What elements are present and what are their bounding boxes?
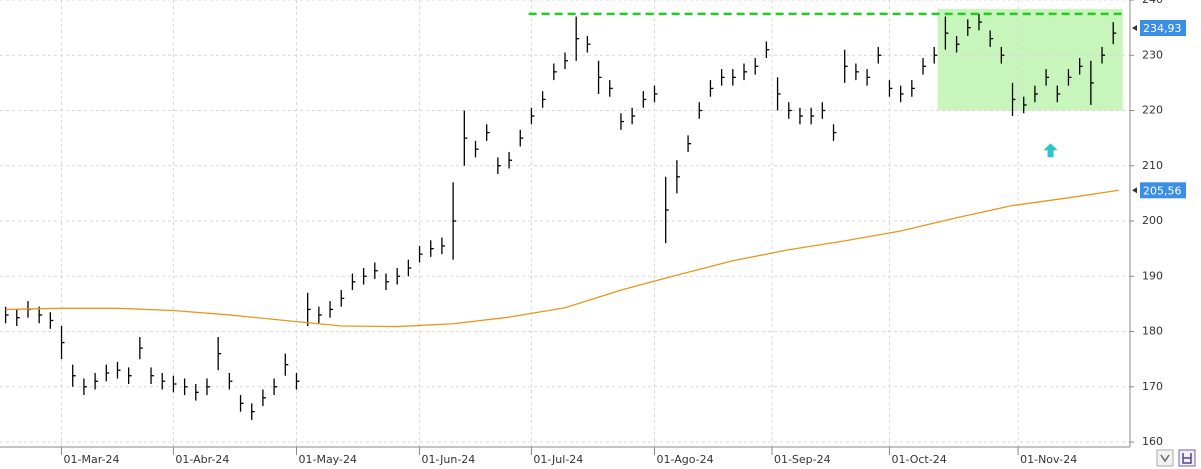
last-price-tag: [1140, 20, 1186, 37]
y-tick-label: 190: [1142, 269, 1163, 282]
ma-price-tag-label: 205,56: [1143, 184, 1182, 197]
x-tick-label: 01-Mar-24: [64, 453, 120, 466]
x-tick-label: 01-Sep-24: [774, 453, 831, 466]
x-tick-label: 01-Oct-24: [891, 453, 946, 466]
zone-layer: [937, 8, 1123, 111]
marks-layer: [4, 12, 1122, 420]
y-tick-label: 210: [1142, 159, 1163, 172]
last-price-tag-pointer: [1132, 25, 1137, 32]
grid-layer: [0, 0, 1130, 447]
toolbar-icons: [1156, 449, 1196, 467]
arrow-marker: [1043, 143, 1058, 158]
x-tick-label: 01-Ago-24: [657, 453, 714, 466]
last-price-tag-label: 234,93: [1143, 22, 1182, 35]
ma-price-tag: [1140, 182, 1186, 199]
x-tick-label: 01-Jun-24: [422, 453, 476, 466]
y-tick-label: 170: [1142, 380, 1163, 393]
zone-box: [937, 8, 1123, 111]
y-tick-label: 220: [1142, 104, 1163, 117]
x-tick-label: 01-Abr-24: [175, 453, 229, 466]
y-tick-label: 230: [1142, 48, 1163, 61]
zoom-icon[interactable]: [1156, 449, 1174, 467]
y-tick-label: 240: [1142, 0, 1163, 6]
y-tick-label: 180: [1142, 325, 1163, 338]
ma-price-tag-pointer: [1132, 187, 1137, 194]
save-glyph: [1182, 453, 1192, 464]
y-tick-label: 200: [1142, 214, 1163, 227]
x-tick-label: 01-Jul-24: [533, 453, 583, 466]
y-tick-label: 160: [1142, 435, 1163, 448]
zoom-glyph: [1160, 454, 1170, 463]
moving-average-line: [5, 189, 1119, 328]
x-tick-label: 01-May-24: [298, 453, 356, 466]
x-tick-label: 01-Nov-24: [1020, 453, 1077, 466]
